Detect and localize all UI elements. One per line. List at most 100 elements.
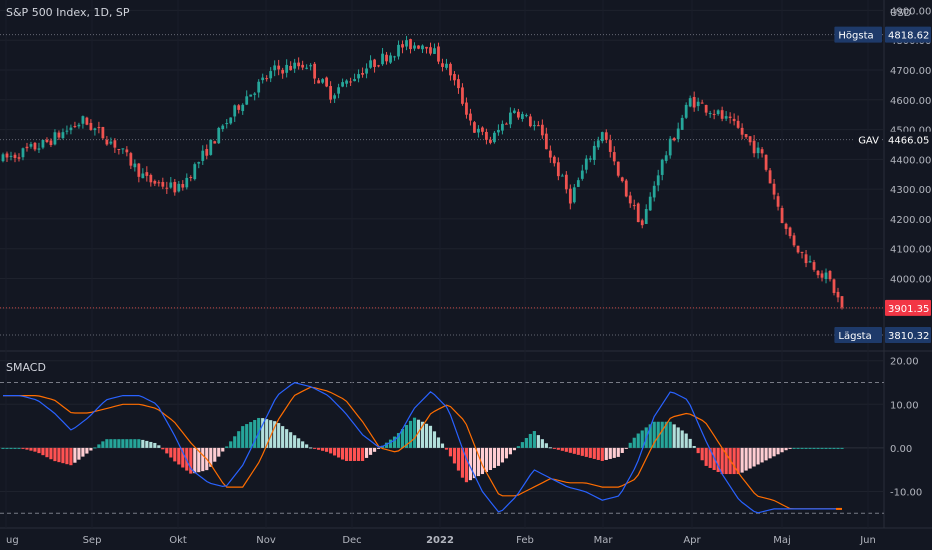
candle-body [153,180,157,184]
histogram-bar [344,447,349,461]
candle-body [680,117,684,130]
candle-body [13,154,17,158]
candle-body [632,205,636,207]
candle-body [273,65,277,71]
histogram-bar [53,447,57,462]
candle-body [696,101,700,107]
histogram-bar [161,447,165,450]
histogram-bar [57,447,61,463]
histogram-bar [812,447,816,449]
candle-body [688,98,692,107]
histogram-bar [636,433,640,448]
candle-body [792,235,796,246]
histogram-bar [448,447,453,457]
candle-body [229,117,233,124]
histogram-bar [768,447,772,459]
histogram-bar [436,437,441,448]
indicator-tick-label: 0.00 [890,444,912,455]
histogram-bar [700,447,704,461]
candle-body [540,124,544,136]
candle-body [840,296,844,308]
histogram-bar [109,439,113,448]
candle-body [53,132,57,145]
histogram-bar [604,447,608,460]
candle-body [724,116,728,119]
candle-body [69,127,73,131]
histogram-bar [145,440,149,448]
candle-body [297,62,301,67]
candle-body [421,45,424,50]
histogram-bar [221,447,225,452]
candle-body [812,262,816,270]
histogram-bar [245,424,249,448]
histogram-bar [265,419,269,448]
candle-body [173,181,177,193]
candle-body [596,140,600,148]
histogram-bar [41,447,45,456]
candle-body [804,254,808,264]
histogram-bar [488,447,493,470]
histogram-bar [25,447,29,450]
histogram-bar [249,422,253,448]
histogram-bar [384,442,389,448]
histogram-bar [341,447,345,460]
candle-body [305,67,309,69]
candle-body [249,94,253,97]
candle-body [149,174,153,183]
candle-body [221,125,225,130]
candle-body [716,110,720,115]
histogram-bar [640,430,644,448]
histogram-bar [129,439,133,448]
candle-body [241,104,245,112]
histogram-bar [748,447,752,469]
histogram-bar [776,447,780,455]
candle-body [345,80,348,84]
histogram-bar [388,439,393,448]
histogram-bar [293,435,297,448]
time-tick-label: Sep [83,535,102,546]
histogram-bar [21,447,25,449]
histogram-bar [137,439,141,448]
histogram-bar [281,426,285,448]
histogram-bar [460,447,465,478]
candle-body [161,182,165,187]
histogram-bar [229,441,233,448]
candle-body [477,128,480,133]
price-tick-label: 4600.00 [890,96,931,107]
price-tag-current-value: 3901.35 [888,304,929,315]
price-tag-low-value: 3810.32 [888,331,929,342]
histogram-bar [105,439,109,448]
candle-body [828,270,832,280]
candle-body [572,187,576,203]
candle-body [624,180,628,197]
histogram-bar [540,439,544,448]
histogram-bar [456,447,461,471]
candle-body [105,139,109,145]
histogram-bar [588,447,592,458]
candle-body [552,156,556,164]
histogram-bar [796,447,800,449]
candle-body [113,140,117,148]
candle-body [141,173,145,179]
histogram-bar [788,447,792,449]
histogram-bar [580,447,584,456]
chart-grid [0,0,932,529]
candle-body [748,136,752,143]
histogram-bar [764,447,768,461]
candle-body [493,132,496,143]
candle-body [620,177,624,182]
histogram-bar [512,447,516,451]
histogram-bar [680,430,684,448]
histogram-bar [412,417,417,448]
histogram-bar [560,447,564,451]
candle-body [556,162,560,177]
histogram-bar [241,426,245,448]
histogram-bar [297,438,301,448]
indicator-tick-label: 20.00 [890,357,919,368]
histogram-bar [528,433,532,448]
histogram-bar [772,447,776,457]
price-tick-label: 4500.00 [890,126,931,137]
histogram-bar [17,447,21,449]
candle-body [361,73,364,75]
